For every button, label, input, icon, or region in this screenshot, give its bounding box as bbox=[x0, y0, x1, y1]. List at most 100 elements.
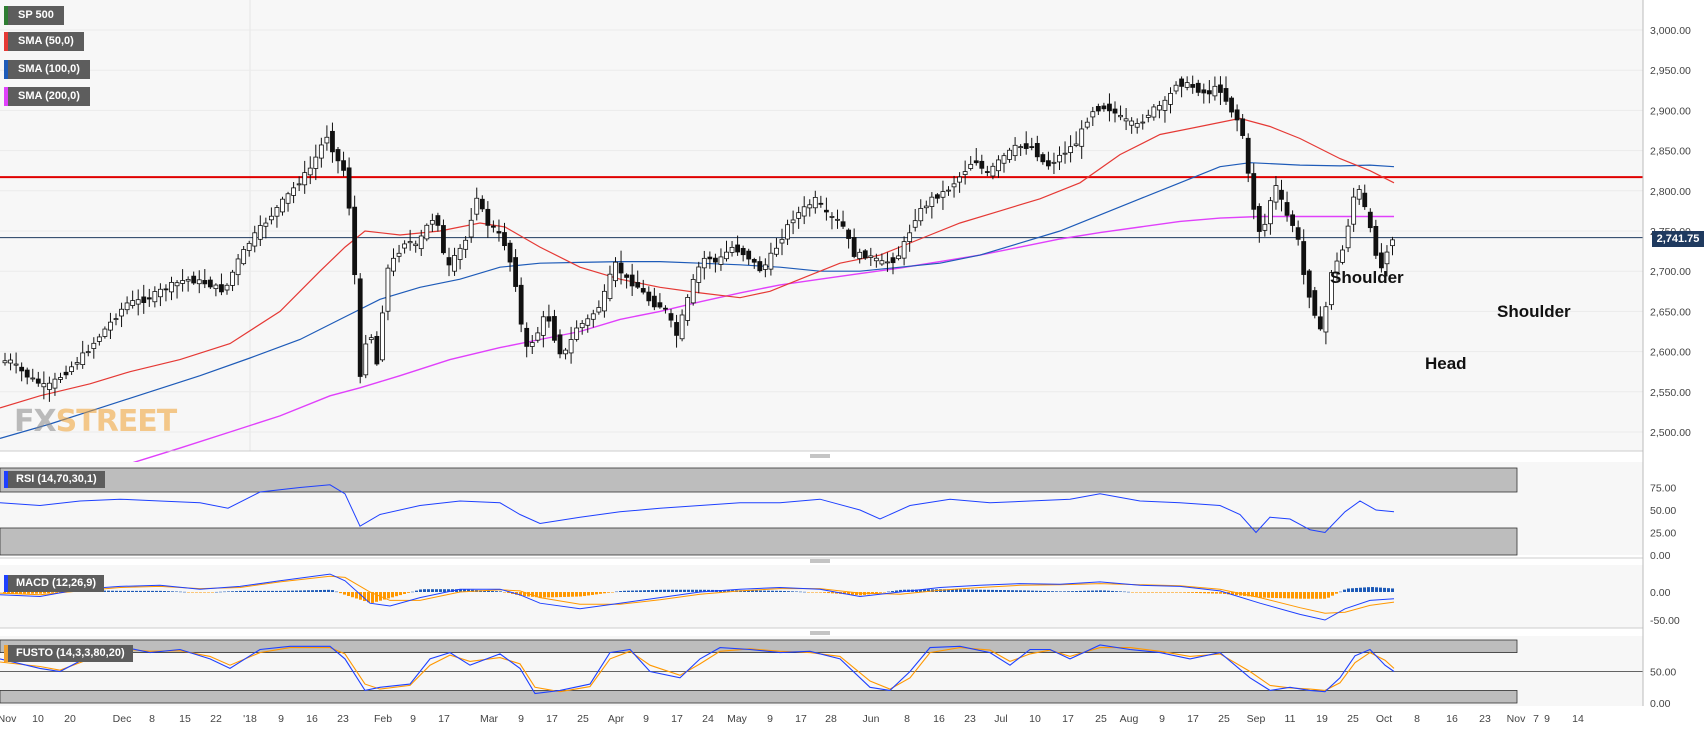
candle-up bbox=[13, 363, 19, 366]
macd-histogram-bar bbox=[915, 589, 918, 592]
macd-histogram-bar bbox=[211, 592, 214, 593]
macd-histogram-bar bbox=[179, 591, 182, 593]
candle-up bbox=[912, 220, 918, 228]
rsi-y-tick-label: 0.00 bbox=[1650, 550, 1671, 562]
macd-pane-label[interactable]: MACD (12,26,9) bbox=[4, 575, 105, 592]
legend-sma200[interactable]: SMA (200,0) bbox=[4, 87, 90, 106]
main-y-tick-label: 2,800.00 bbox=[1650, 186, 1691, 198]
candle-down bbox=[663, 307, 668, 310]
candle-up bbox=[807, 204, 813, 209]
candle-up bbox=[585, 318, 591, 326]
macd-histogram-bar bbox=[1151, 592, 1154, 593]
candle-up bbox=[185, 279, 191, 282]
candle-up bbox=[1340, 249, 1345, 263]
macd-histogram-bar bbox=[1211, 592, 1214, 594]
macd-histogram-bar bbox=[1351, 588, 1354, 592]
macd-histogram-bar bbox=[59, 592, 62, 593]
candle-up bbox=[829, 216, 835, 218]
x-axis-tick-label: Nov bbox=[1507, 713, 1526, 725]
candle-down bbox=[657, 302, 663, 308]
candle-down bbox=[1312, 290, 1318, 316]
candle-up bbox=[774, 247, 779, 255]
macd-histogram-bar bbox=[1131, 592, 1134, 593]
macd-histogram-bar bbox=[887, 591, 890, 593]
macd-histogram-bar bbox=[747, 590, 750, 592]
macd-histogram-bar bbox=[1359, 587, 1362, 592]
candle-down bbox=[735, 244, 740, 253]
candle-down bbox=[740, 247, 746, 256]
candle-down bbox=[757, 261, 763, 272]
candle-up bbox=[812, 196, 818, 209]
x-axis-tick-label: Apr bbox=[608, 713, 625, 725]
x-axis-tick-label: 25 bbox=[1218, 713, 1230, 725]
x-axis-tick-label: 25 bbox=[1095, 713, 1107, 725]
macd-histogram-bar bbox=[1099, 590, 1102, 592]
candle-up bbox=[535, 332, 541, 341]
candle-down bbox=[446, 257, 452, 266]
x-axis-tick-label: 25 bbox=[577, 713, 589, 725]
macd-histogram-bar bbox=[339, 592, 342, 594]
candle-down bbox=[624, 274, 629, 278]
macd-histogram-bar bbox=[203, 592, 206, 593]
candle-up bbox=[313, 156, 319, 169]
main-y-tick-label: 2,550.00 bbox=[1650, 387, 1691, 399]
candle-up bbox=[729, 246, 735, 253]
fusto-pane-label[interactable]: FUSTO (14,3,3,80,20) bbox=[4, 645, 133, 662]
candle-down bbox=[1206, 90, 1212, 95]
annotation-head: Head bbox=[1425, 354, 1467, 373]
macd-histogram-bar bbox=[35, 592, 38, 594]
legend-sp500[interactable]: SP 500 bbox=[4, 6, 64, 25]
candle-up bbox=[923, 205, 929, 209]
candle-up bbox=[457, 247, 463, 260]
x-axis-tick-label: Nov bbox=[0, 713, 17, 725]
candle-up bbox=[885, 261, 890, 264]
macd-histogram-bar bbox=[159, 590, 162, 592]
macd-histogram-bar bbox=[543, 592, 546, 598]
x-axis-tick-label: 11 bbox=[1285, 713, 1296, 725]
candle-up bbox=[58, 377, 63, 380]
macd-histogram-bar bbox=[959, 589, 962, 592]
candle-up bbox=[263, 222, 269, 227]
candle-up bbox=[274, 207, 280, 217]
candle-down bbox=[1107, 103, 1112, 112]
macd-histogram-bar bbox=[431, 589, 434, 592]
candle-up bbox=[563, 349, 568, 355]
candle-up bbox=[835, 218, 840, 221]
macd-histogram-bar bbox=[1303, 592, 1306, 599]
candle-up bbox=[590, 313, 596, 320]
legend-sma100[interactable]: SMA (100,0) bbox=[4, 60, 90, 79]
candle-up bbox=[85, 351, 91, 354]
x-axis-tick-label: 9 bbox=[410, 713, 416, 725]
candle-up bbox=[1012, 144, 1018, 157]
macd-histogram-bar bbox=[419, 589, 422, 592]
macd-histogram-bar bbox=[1123, 591, 1126, 593]
macd-histogram-bar bbox=[1011, 590, 1014, 592]
candle-up bbox=[1262, 223, 1268, 231]
macd-histogram-bar bbox=[243, 590, 246, 592]
candle-down bbox=[707, 256, 713, 260]
candle-down bbox=[1223, 88, 1229, 102]
x-axis-tick-label: 17 bbox=[795, 713, 807, 725]
x-axis-tick-label: Feb bbox=[374, 713, 392, 725]
macd-histogram-bar bbox=[895, 590, 898, 592]
macd-histogram-bar bbox=[691, 589, 694, 592]
macd-histogram-bar bbox=[215, 591, 218, 593]
candle-up bbox=[968, 163, 974, 169]
macd-histogram-bar bbox=[1055, 591, 1058, 592]
macd-histogram-bar bbox=[483, 590, 486, 592]
candle-up bbox=[230, 271, 235, 286]
candle-up bbox=[918, 208, 924, 222]
macd-histogram-bar bbox=[1299, 592, 1302, 599]
macd-histogram-bar bbox=[1263, 592, 1266, 598]
rsi-pane-label[interactable]: RSI (14,70,30,1) bbox=[4, 471, 105, 488]
macd-histogram-bar bbox=[1283, 592, 1286, 599]
macd-histogram-bar bbox=[583, 592, 586, 597]
candle-down bbox=[674, 322, 679, 336]
macd-histogram-bar bbox=[791, 591, 794, 592]
macd-histogram-bar bbox=[1251, 592, 1254, 597]
macd-histogram-bar bbox=[311, 590, 314, 592]
macd-histogram-bar bbox=[331, 590, 334, 592]
legend-sma50[interactable]: SMA (50,0) bbox=[4, 32, 84, 51]
candle-up bbox=[951, 183, 957, 188]
